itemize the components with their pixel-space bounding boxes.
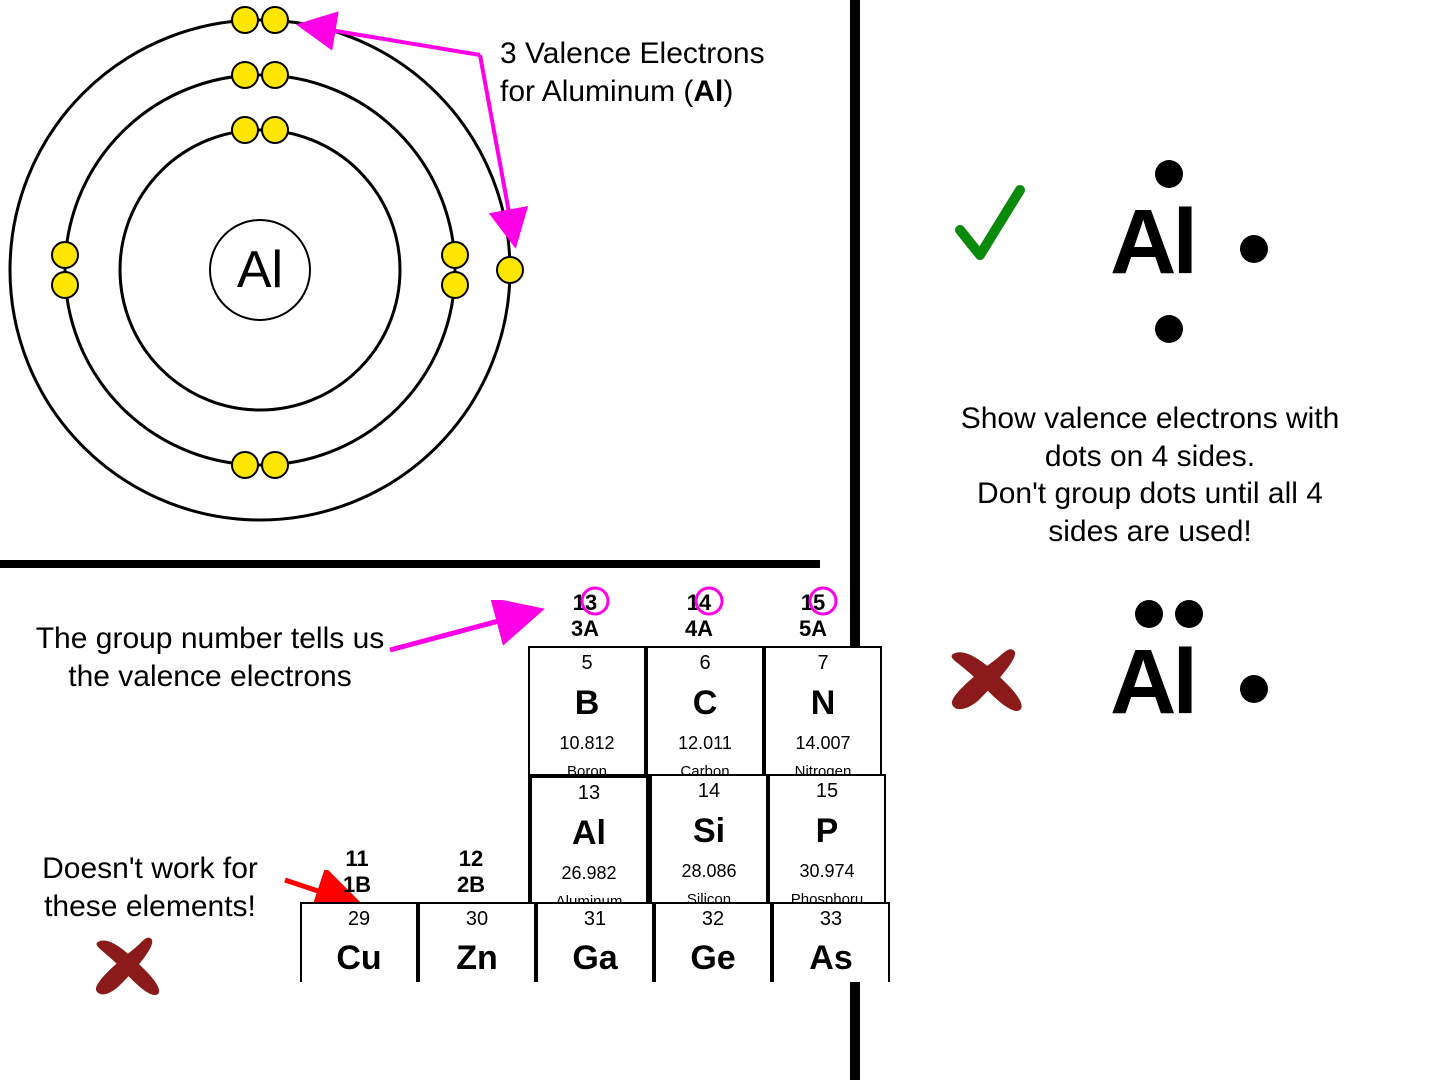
horizontal-divider <box>0 560 820 568</box>
lewis-dot <box>1240 235 1268 263</box>
electron <box>232 62 258 88</box>
pt-cell-short: 29 Cu <box>300 902 418 982</box>
electron <box>442 272 468 298</box>
electron <box>232 117 258 143</box>
group-header: 15 5A <box>756 590 870 642</box>
lewis-correct: Al <box>1060 140 1300 360</box>
electron <box>497 257 523 283</box>
arrow-valence-top <box>300 25 480 55</box>
pt-cell: 6 C 12.011 Carbon <box>646 646 764 786</box>
electron <box>232 452 258 478</box>
lewis-dot <box>1155 315 1183 343</box>
lewis-dot <box>1175 600 1203 628</box>
doesnt-work-annotation: Doesn't work for these elements! <box>20 850 280 925</box>
circle-highlight <box>694 586 724 616</box>
group-header: 14 4A <box>642 590 756 642</box>
electron <box>262 62 288 88</box>
valence-line1: 3 Valence Electrons <box>500 35 765 73</box>
electron <box>52 242 78 268</box>
electron <box>232 7 258 33</box>
circle-highlight <box>808 586 838 616</box>
pt-cell: 15 P 30.974 Phosphoru <box>768 774 886 914</box>
group-annotation: The group number tells us the valence el… <box>30 620 390 695</box>
valence-annotation: 3 Valence Electrons for Aluminum (Al) <box>500 35 765 110</box>
electron <box>442 242 468 268</box>
lewis-dot <box>1155 160 1183 188</box>
lewis-incorrect: Al <box>1060 590 1300 790</box>
pt-cell: 14 Si 28.086 Silicon <box>650 774 768 914</box>
group-header-extra: 12 2B <box>414 846 528 898</box>
pt-cell-highlight: 13 Al 26.982 Aluminum <box>528 774 650 918</box>
pt-cell: 5 B 10.812 Boron <box>528 646 646 786</box>
group-header-extra: 11 1B <box>300 846 414 898</box>
electron <box>262 7 288 33</box>
valence-line2: for Aluminum (Al) <box>500 73 765 111</box>
circle-highlight <box>580 586 610 616</box>
electron <box>52 272 78 298</box>
electron <box>262 117 288 143</box>
lewis-dot <box>1240 675 1268 703</box>
check-icon <box>950 180 1030 270</box>
group-header: 13 3A <box>528 590 642 642</box>
electron <box>262 452 288 478</box>
pt-cell-short: 30 Zn <box>418 902 536 982</box>
pt-cell-short: 31 Ga <box>536 902 654 982</box>
x-mark-icon <box>945 640 1035 720</box>
lewis-dot <box>1135 600 1163 628</box>
nucleus-symbol: Al <box>237 241 283 299</box>
x-mark-icon <box>90 930 170 1000</box>
pt-cell-short: 32 Ge <box>654 902 772 982</box>
pt-cell: 7 N 14.007 Nitrogen <box>764 646 882 786</box>
pt-cell-short: 33 As <box>772 902 890 982</box>
lewis-instructions: Show valence electrons with dots on 4 si… <box>900 400 1400 550</box>
